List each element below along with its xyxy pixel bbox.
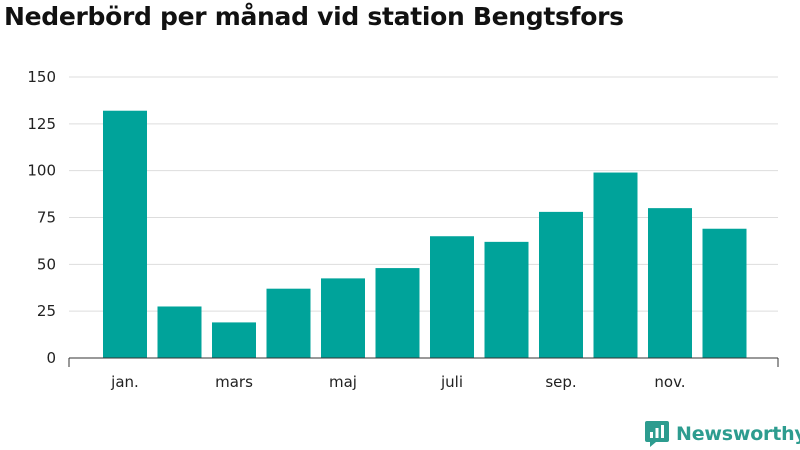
newsworthy-brand: Newsworthy xyxy=(644,420,800,448)
axes xyxy=(68,357,779,367)
x-tick-label-sep: sep. xyxy=(545,373,576,391)
bar-sep xyxy=(539,211,583,358)
bar-juni xyxy=(375,268,420,358)
y-tick-label-150: 150 xyxy=(27,68,56,86)
y-tick-label-50: 50 xyxy=(37,255,56,273)
bar-dec xyxy=(702,228,747,358)
brand-name: Newsworthy xyxy=(676,423,800,445)
bar-juli xyxy=(430,236,474,358)
tick-labels: 0 25 50 75 100 125 150 jan. mars maj juli sep. nov. xyxy=(27,68,685,391)
y-tick-label-75: 75 xyxy=(37,209,56,227)
x-tick-label-juli: juli xyxy=(440,373,463,391)
bars xyxy=(103,110,747,358)
x-tick-label-maj: maj xyxy=(329,373,357,391)
bar-nov xyxy=(648,208,692,358)
x-tick-label-jan: jan. xyxy=(110,373,139,391)
newsworthy-logo-icon xyxy=(645,421,669,447)
bar-jan xyxy=(103,110,147,358)
bar-mars xyxy=(212,322,256,358)
chart-title: Nederbörd per månad vid station Bengtsfo… xyxy=(4,2,624,31)
y-tick-label-0: 0 xyxy=(46,349,56,367)
y-tick-label-25: 25 xyxy=(37,302,56,320)
x-tick-label-nov: nov. xyxy=(654,373,685,391)
bar-april xyxy=(266,288,311,358)
bar-feb xyxy=(157,306,202,358)
bar-okt xyxy=(593,172,638,358)
y-tick-label-125: 125 xyxy=(27,115,56,133)
bar-aug xyxy=(484,241,529,358)
x-tick-label-mars: mars xyxy=(215,373,253,391)
bar-maj xyxy=(321,278,365,358)
y-tick-label-100: 100 xyxy=(27,162,56,180)
